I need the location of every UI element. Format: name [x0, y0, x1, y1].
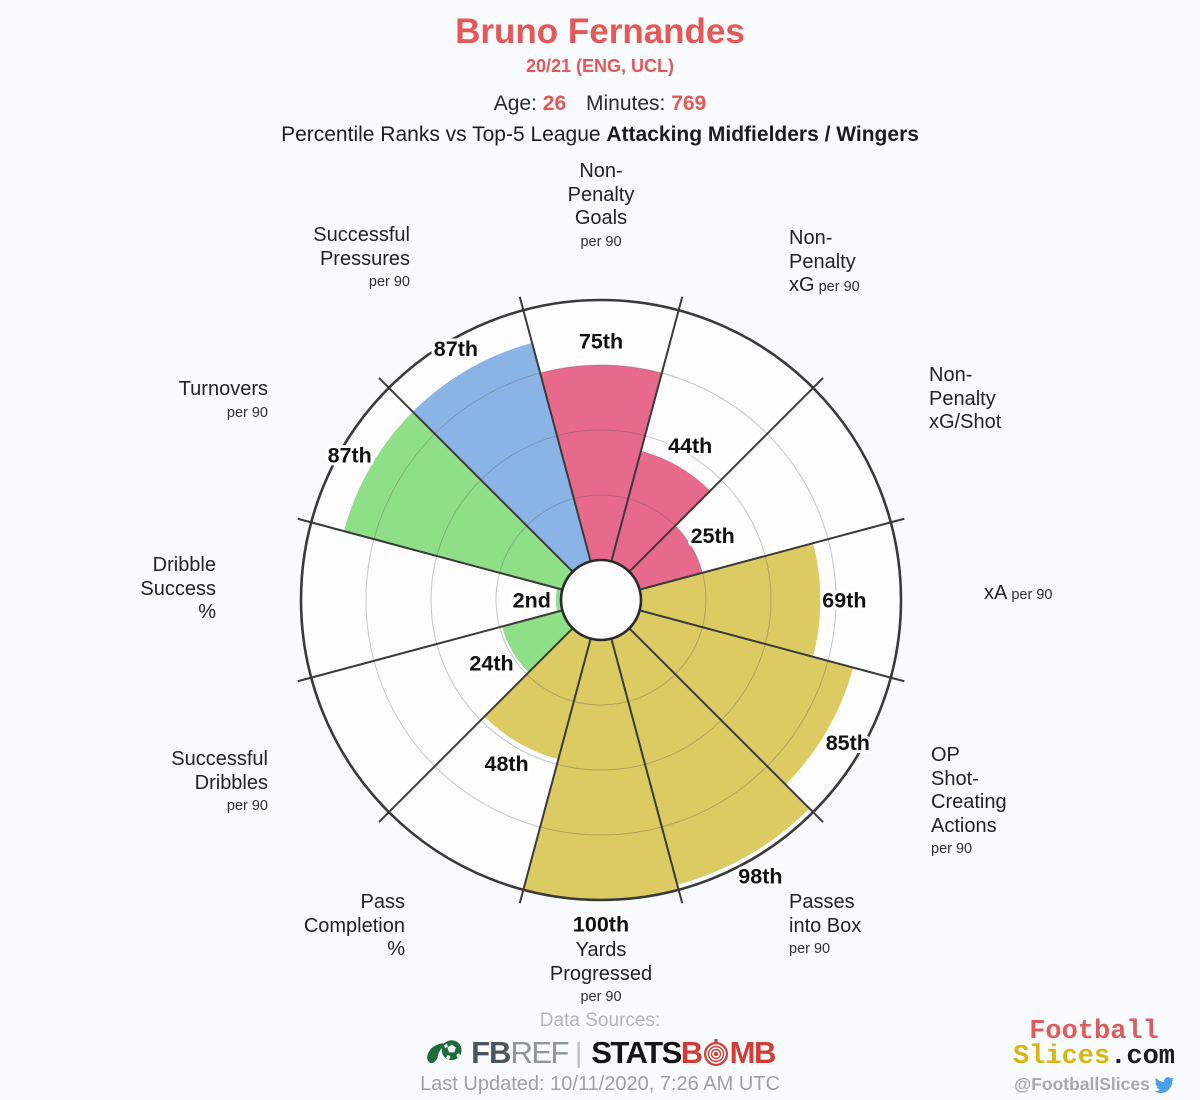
age-label: Age: [493, 92, 537, 116]
center-hole [559, 558, 643, 642]
page-title: Bruno Fernandes [455, 12, 745, 51]
category-label-dribble-success: Dribble Success% [140, 554, 216, 623]
slice-successful-pressures-per-90 [412, 342, 591, 572]
fbref-ball-icon [425, 1036, 467, 1070]
slice-successful-dribbles-per-90 [502, 610, 573, 673]
slice-non-penalty-xg-shot [629, 525, 703, 590]
percentile-label-non-penalty-xg-per-90: 44th [668, 434, 712, 458]
percentile-label-passes-into-box-per-90: 98th [738, 865, 782, 889]
percentile-label-dribble-success: 2nd [513, 589, 551, 613]
source-logos: FB REF | STATS B MB [0, 1034, 1200, 1072]
category-label-xa-per-90: xA per 90 [984, 582, 1053, 604]
spoke [518, 638, 592, 904]
logo-separator: | [574, 1037, 583, 1068]
category-label-turnovers-per-90: Turnovers per 90 [178, 378, 268, 421]
brand-slices: Slices [1012, 1042, 1111, 1072]
category-label-passes-into-box-per-90: Passes into Box per 90 [789, 891, 862, 957]
category-label-successful-pressures-per-90: Successful Pressures per 90 [313, 224, 410, 290]
twitter-handle-text: @FootballSlices [1014, 1074, 1150, 1094]
outer-circle [299, 298, 903, 902]
spoke [378, 377, 574, 573]
brand-slices-com: Slices.com [996, 1042, 1192, 1072]
season-subtitle: 20/21 (ENG, UCL) [525, 56, 675, 77]
grid-ring-75 [365, 364, 837, 836]
chart-description: Percentile Ranks vs Top-5 League Attacki… [0, 123, 1200, 147]
last-updated: Last Updated: 10/11/2020, 7:26 AM UTC [420, 1073, 780, 1095]
slice-non-penalty-xg-per-90 [611, 450, 711, 572]
category-label-non-penalty-goals-per-90: Non- Penalty Goals per 90 [567, 160, 635, 250]
category-label-yards-progressed-per-90: Yards Progressed per 90 [549, 939, 653, 1005]
minutes-label: Minutes: [585, 92, 666, 116]
spoke [297, 517, 563, 591]
slice-yards-progressed-per-90 [523, 638, 679, 900]
spoke [639, 517, 905, 591]
age-value: 26 [542, 92, 567, 116]
slice-xa-per-90 [639, 543, 821, 657]
spoke [297, 609, 563, 683]
slice-turnovers-per-90 [343, 411, 573, 590]
brand-block: Football Slices.com @FootballSlices [996, 1017, 1192, 1095]
percentile-label-non-penalty-goals-per-90: 75th [579, 330, 623, 354]
percentile-label-successful-dribbles-per-90: 24th [469, 652, 513, 676]
slice-non-penalty-goals-per-90 [540, 364, 662, 562]
fbref-logo-ref: REF [510, 1035, 569, 1070]
grid-ring-25 [495, 494, 707, 706]
position-group: Attacking Midfielders / Wingers [606, 123, 919, 147]
minutes-value: 769 [671, 92, 707, 116]
category-label-successful-dribbles-per-90: Successful Dribbles per 90 [171, 748, 268, 814]
percentile-label-turnovers-per-90: 87th [328, 443, 372, 467]
spoke [628, 377, 824, 573]
slice-pass-completion [484, 628, 591, 760]
brand-com: .com [1110, 1042, 1176, 1072]
statsbomb-logo-mb: MB [729, 1035, 777, 1070]
spoke [628, 627, 824, 823]
category-label-non-penalty-xg-per-90: Non- Penalty xG per 90 [789, 227, 860, 296]
percentile-label-op-shot-creating-actions-per-90: 85th [826, 731, 870, 755]
brand-football: Football [1029, 1017, 1159, 1047]
percentile-label-successful-pressures-per-90: 87th [434, 337, 478, 361]
statsbomb-logo-stats: STATS [591, 1035, 682, 1070]
ranks-prefix: Percentile Ranks vs Top-5 League [281, 123, 607, 147]
twitter-bird-icon [1154, 1076, 1174, 1093]
data-sources-label: Data Sources: [539, 1010, 661, 1031]
category-label-non-penalty-xg-shot: Non- Penalty xG/Shot [929, 364, 1002, 433]
category-label-pass-completion: Pass Completion% [303, 891, 405, 960]
spoke [518, 296, 592, 562]
spoke [610, 296, 684, 562]
percentile-label-non-penalty-xg-shot: 25th [691, 524, 735, 548]
statsbomb-logo-b: B [680, 1035, 703, 1070]
twitter-handle: @FootballSlices [996, 1074, 1192, 1095]
fbref-logo-fb: FB [471, 1035, 511, 1070]
grid-ring-50 [430, 429, 772, 771]
statsbomb-bomb-icon [701, 1038, 731, 1068]
spoke [378, 627, 574, 823]
player-meta-line: Age: 26 Minutes: 769 [0, 92, 1200, 116]
spoke [610, 638, 684, 904]
category-label-op-shot-creating-actions-per-90: OP Shot- Creating Actions per 90 [931, 744, 1007, 857]
footer: Data Sources: FB REF | STATS B MB La [0, 1010, 1200, 1096]
percentile-label-xa-per-90: 69th [822, 589, 866, 613]
slice-op-shot-creating-actions-per-90 [629, 610, 854, 785]
percentile-label-pass-completion: 48th [484, 752, 528, 776]
spoke [639, 609, 905, 683]
header: Bruno Fernandes 20/21 (ENG, UCL) Age: 26… [0, 12, 1200, 147]
percentile-label-yards-progressed-per-90: 100th [573, 913, 629, 937]
